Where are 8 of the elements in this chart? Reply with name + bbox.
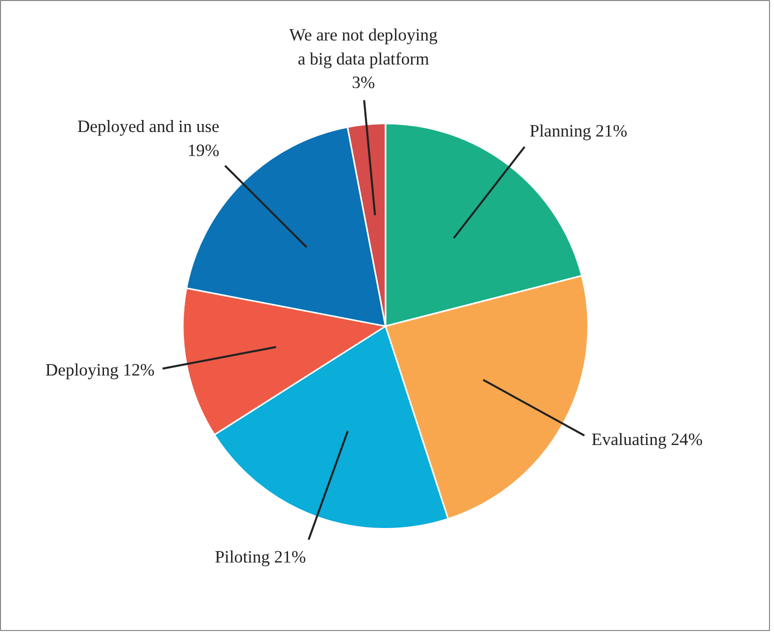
slice-label: Deploying 12% <box>45 360 155 380</box>
data-label: 19% <box>188 140 220 160</box>
data-label: 3% <box>352 73 375 92</box>
slice-label: We are not deploying a big data platform <box>289 26 438 68</box>
slice-label: Deployed and in use <box>77 117 220 136</box>
slice-label: Piloting 21% <box>214 547 306 566</box>
slice-label: Planning 21% <box>530 121 628 140</box>
slice-label: Evaluating 24% <box>591 430 703 449</box>
